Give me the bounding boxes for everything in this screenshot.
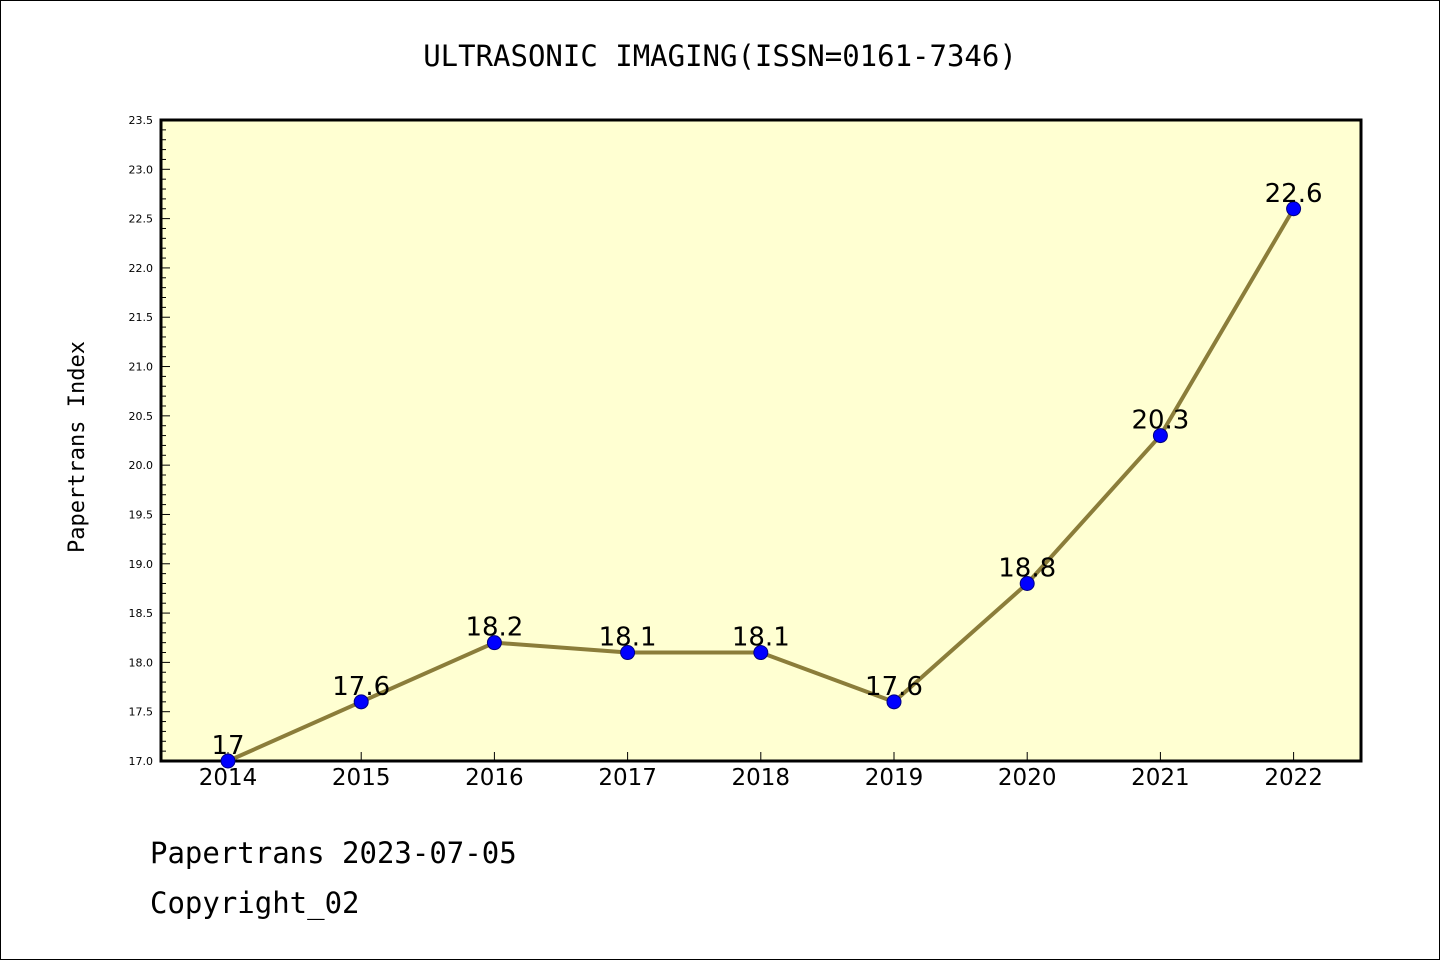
x-tick-label: 2017 bbox=[598, 765, 657, 791]
y-tick-label: 19.0 bbox=[129, 558, 154, 571]
y-axis-title: Papertrans Index bbox=[65, 341, 90, 553]
y-tick-label: 23.5 bbox=[129, 114, 154, 127]
data-label: 18.2 bbox=[465, 613, 523, 643]
data-label: 17 bbox=[211, 731, 244, 761]
data-label: 17.6 bbox=[865, 672, 923, 702]
x-tick-label: 2021 bbox=[1131, 765, 1190, 791]
x-axis: 2014 2015 2016 2017 2018 2019 2020 2021 2022 bbox=[199, 752, 1323, 791]
data-label: 18.1 bbox=[732, 623, 790, 653]
footer-date: Papertrans 2023-07-05 bbox=[150, 836, 517, 870]
x-tick-label: 2014 bbox=[199, 765, 258, 791]
data-point bbox=[353, 694, 369, 710]
y-tick-label: 22.0 bbox=[129, 262, 154, 275]
y-tick-label: 21.5 bbox=[129, 311, 154, 324]
plot-area bbox=[159, 118, 1363, 763]
y-tick-label: 17.5 bbox=[129, 706, 154, 719]
series: 17 17.6 18.2 18.1 18.1 17.6 18.8 20.3 22.6 bbox=[211, 179, 1323, 769]
data-point bbox=[220, 753, 236, 769]
data-point bbox=[620, 645, 636, 661]
x-tick-label: 2016 bbox=[465, 765, 524, 791]
data-point bbox=[886, 694, 902, 710]
x-tick-label: 2019 bbox=[865, 765, 924, 791]
data-point bbox=[1019, 575, 1035, 591]
y-tick-label: 21.0 bbox=[129, 361, 154, 374]
y-tick-label: 17.0 bbox=[129, 755, 154, 768]
x-tick-label: 2015 bbox=[332, 765, 391, 791]
data-label: 18.1 bbox=[599, 623, 657, 653]
data-point bbox=[1152, 428, 1168, 444]
data-point bbox=[486, 635, 502, 651]
x-tick-label: 2020 bbox=[998, 765, 1057, 791]
y-axis: 17.0 17.5 18.0 18.5 19.0 19.5 20.0 20.5 21.0 21.5… bbox=[129, 114, 170, 768]
data-label: 17.6 bbox=[332, 672, 390, 702]
footer-copyright: Copyright_02 bbox=[150, 886, 360, 920]
x-tick-label: 2018 bbox=[732, 765, 791, 791]
y-tick-label: 18.0 bbox=[129, 656, 154, 669]
y-tick-label: 22.5 bbox=[129, 213, 154, 226]
data-point bbox=[753, 645, 769, 661]
data-label: 20.3 bbox=[1131, 406, 1189, 436]
data-label: 22.6 bbox=[1265, 179, 1323, 209]
data-point bbox=[1286, 201, 1302, 217]
y-tick-label: 20.5 bbox=[129, 410, 154, 423]
y-tick-label: 18.5 bbox=[129, 607, 154, 620]
y-tick-label: 20.0 bbox=[129, 459, 154, 472]
chart-title: ULTRASONIC IMAGING(ISSN=0161-7346) bbox=[423, 39, 1017, 73]
x-tick-label: 2022 bbox=[1264, 765, 1323, 791]
data-label: 18.8 bbox=[998, 553, 1056, 583]
y-tick-label: 19.5 bbox=[129, 508, 154, 521]
y-tick-label: 23.0 bbox=[129, 163, 154, 176]
